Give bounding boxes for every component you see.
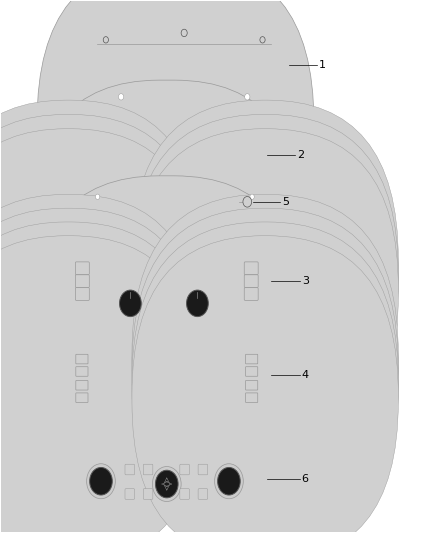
FancyBboxPatch shape bbox=[0, 100, 201, 427]
FancyBboxPatch shape bbox=[76, 354, 88, 364]
FancyBboxPatch shape bbox=[132, 129, 398, 455]
FancyBboxPatch shape bbox=[76, 381, 88, 390]
Circle shape bbox=[260, 37, 265, 43]
FancyBboxPatch shape bbox=[246, 381, 258, 390]
FancyBboxPatch shape bbox=[37, 0, 314, 290]
FancyBboxPatch shape bbox=[132, 222, 398, 533]
Circle shape bbox=[117, 286, 144, 320]
FancyBboxPatch shape bbox=[69, 341, 265, 415]
FancyBboxPatch shape bbox=[75, 288, 89, 301]
FancyBboxPatch shape bbox=[86, 146, 93, 157]
Circle shape bbox=[118, 94, 124, 100]
FancyBboxPatch shape bbox=[0, 195, 201, 520]
FancyBboxPatch shape bbox=[244, 190, 260, 204]
Circle shape bbox=[218, 467, 240, 495]
FancyBboxPatch shape bbox=[104, 80, 138, 114]
FancyBboxPatch shape bbox=[125, 464, 134, 475]
FancyBboxPatch shape bbox=[28, 176, 305, 504]
FancyBboxPatch shape bbox=[0, 129, 201, 455]
FancyBboxPatch shape bbox=[246, 393, 258, 402]
FancyBboxPatch shape bbox=[198, 489, 208, 499]
Text: 4: 4 bbox=[302, 370, 309, 380]
Circle shape bbox=[95, 194, 100, 199]
Circle shape bbox=[90, 467, 112, 495]
FancyBboxPatch shape bbox=[0, 115, 201, 441]
FancyBboxPatch shape bbox=[28, 80, 305, 408]
FancyBboxPatch shape bbox=[116, 252, 218, 292]
FancyBboxPatch shape bbox=[246, 367, 258, 376]
FancyBboxPatch shape bbox=[180, 489, 189, 499]
FancyBboxPatch shape bbox=[258, 146, 265, 157]
FancyBboxPatch shape bbox=[230, 80, 264, 114]
Polygon shape bbox=[71, 454, 262, 509]
FancyBboxPatch shape bbox=[105, 45, 264, 76]
FancyBboxPatch shape bbox=[0, 236, 201, 533]
Circle shape bbox=[103, 37, 109, 43]
FancyBboxPatch shape bbox=[116, 350, 218, 405]
Circle shape bbox=[250, 194, 254, 199]
FancyBboxPatch shape bbox=[132, 208, 398, 533]
Circle shape bbox=[152, 466, 181, 502]
FancyBboxPatch shape bbox=[244, 288, 258, 301]
FancyBboxPatch shape bbox=[244, 275, 258, 287]
FancyBboxPatch shape bbox=[125, 489, 134, 499]
FancyBboxPatch shape bbox=[198, 464, 208, 475]
FancyBboxPatch shape bbox=[132, 195, 398, 520]
Text: 6: 6 bbox=[302, 474, 309, 483]
Circle shape bbox=[184, 286, 212, 320]
FancyBboxPatch shape bbox=[180, 464, 189, 475]
FancyBboxPatch shape bbox=[0, 222, 201, 533]
FancyBboxPatch shape bbox=[108, 137, 243, 184]
Circle shape bbox=[215, 464, 243, 499]
FancyBboxPatch shape bbox=[143, 464, 153, 475]
Circle shape bbox=[243, 197, 252, 207]
FancyBboxPatch shape bbox=[86, 164, 93, 175]
FancyBboxPatch shape bbox=[69, 245, 265, 322]
Circle shape bbox=[187, 290, 208, 317]
Text: 2: 2 bbox=[297, 150, 304, 160]
Circle shape bbox=[87, 464, 115, 499]
FancyBboxPatch shape bbox=[90, 127, 261, 194]
FancyBboxPatch shape bbox=[90, 190, 106, 204]
FancyBboxPatch shape bbox=[76, 393, 88, 402]
Circle shape bbox=[155, 470, 178, 498]
FancyBboxPatch shape bbox=[258, 164, 265, 175]
FancyBboxPatch shape bbox=[87, 35, 282, 90]
Circle shape bbox=[120, 290, 141, 317]
FancyBboxPatch shape bbox=[75, 262, 89, 274]
FancyBboxPatch shape bbox=[132, 100, 398, 427]
FancyBboxPatch shape bbox=[132, 236, 398, 533]
FancyBboxPatch shape bbox=[0, 208, 201, 533]
Text: 3: 3 bbox=[302, 276, 309, 286]
FancyBboxPatch shape bbox=[244, 262, 258, 274]
FancyBboxPatch shape bbox=[76, 367, 88, 376]
FancyBboxPatch shape bbox=[143, 489, 153, 499]
FancyBboxPatch shape bbox=[246, 354, 258, 364]
FancyBboxPatch shape bbox=[75, 275, 89, 287]
Circle shape bbox=[245, 94, 250, 100]
Circle shape bbox=[181, 29, 187, 37]
FancyBboxPatch shape bbox=[132, 115, 398, 441]
Text: 5: 5 bbox=[282, 197, 289, 207]
Text: 1: 1 bbox=[319, 60, 326, 70]
